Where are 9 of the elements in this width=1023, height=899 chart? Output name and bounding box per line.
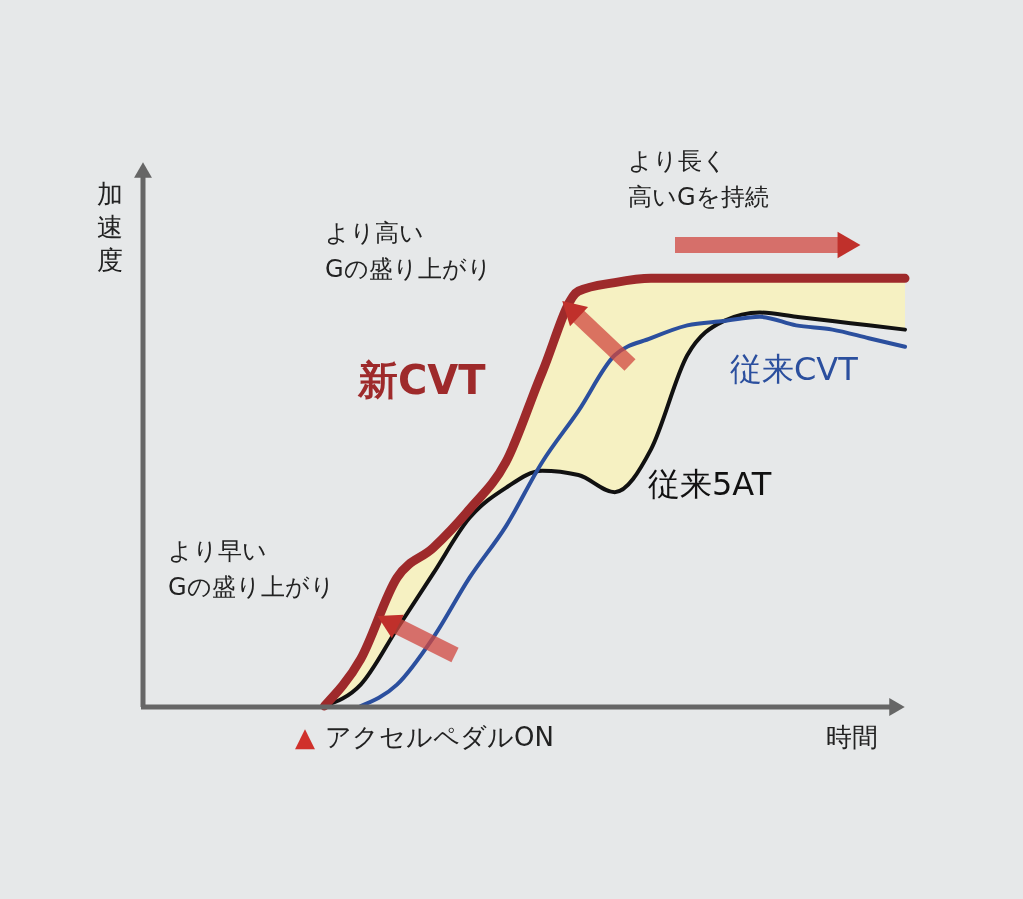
series-label: 従来CVT xyxy=(730,350,859,388)
y-axis-title: 加速度 xyxy=(97,179,123,275)
text: ▲アクセルペダルON xyxy=(295,722,554,752)
text: より長く高いGを持続 xyxy=(628,147,769,211)
x-axis-title: 時間 xyxy=(826,722,878,752)
annotation: より高いGの盛り上がり xyxy=(325,219,492,283)
series-label: 新CVT xyxy=(357,357,487,403)
annotation: より早いGの盛り上がり xyxy=(168,537,335,601)
series-label: 従来5AT xyxy=(648,465,772,503)
